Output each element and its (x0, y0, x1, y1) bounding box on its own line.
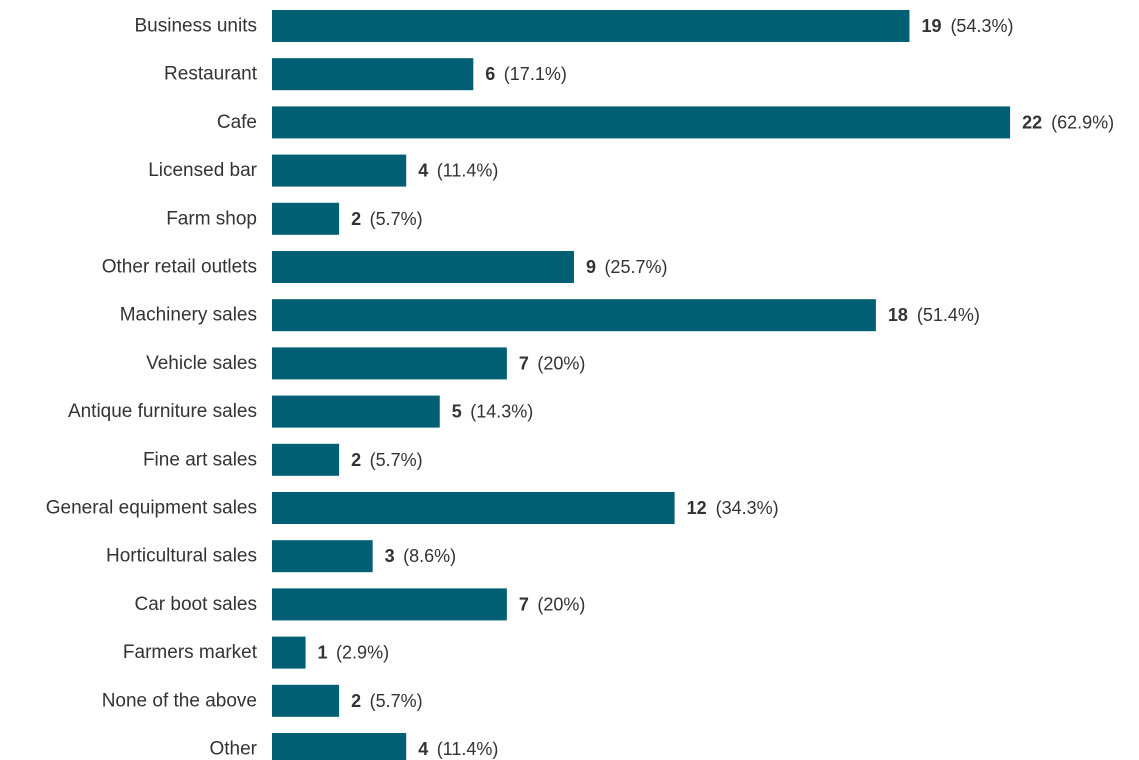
category-label: Licensed bar (148, 160, 257, 181)
bar (272, 106, 1011, 139)
value-label: 4 (418, 161, 428, 181)
percent-label: (20%) (537, 353, 585, 373)
value-label: 1 (318, 643, 328, 663)
bar (272, 588, 507, 621)
category-label: None of the above (102, 690, 257, 711)
category-label: Fine art sales (143, 449, 257, 470)
bar-row: Licensed bar 4 (11.4%) (148, 154, 499, 187)
percent-label: (11.4%) (437, 161, 499, 181)
bar-row: Other 4 (11.4%) (209, 733, 498, 760)
value-label: 9 (586, 257, 596, 277)
category-label: Horticultural sales (106, 546, 257, 567)
percent-label: (54.3%) (950, 16, 1013, 36)
value-label: 12 (687, 498, 707, 518)
value-label: 2 (351, 450, 361, 470)
value-label: 7 (519, 594, 529, 614)
bar (272, 10, 910, 42)
category-label: Vehicle sales (146, 353, 257, 374)
value-label: 2 (351, 691, 361, 711)
bar (272, 443, 340, 476)
bar (272, 636, 306, 669)
bar-row: Horticultural sales 3 (8.6%) (106, 540, 456, 573)
percent-label: (5.7%) (370, 209, 423, 229)
percent-label: (11.4%) (437, 739, 499, 759)
category-label: Cafe (217, 112, 257, 133)
percent-label: (8.6%) (403, 546, 456, 566)
bar-row: Farm shop 2 (5.7%) (166, 202, 423, 235)
value-label: 19 (921, 16, 941, 36)
percent-label: (25.7%) (604, 257, 667, 277)
percent-label: (51.4%) (917, 305, 980, 325)
bar-row: Fine art sales 2 (5.7%) (143, 443, 423, 476)
bar-row: Antique furniture sales 5 (14.3%) (68, 395, 533, 428)
category-label: General equipment sales (46, 498, 257, 519)
category-label: Antique furniture sales (68, 401, 257, 422)
value-label: 3 (385, 546, 395, 566)
percent-label: (14.3%) (470, 402, 533, 422)
percent-label: (34.3%) (716, 498, 779, 518)
value-label: 4 (418, 739, 428, 759)
value-label: 2 (351, 209, 361, 229)
percent-label: (5.7%) (370, 691, 423, 711)
category-label: Other retail outlets (102, 257, 257, 278)
bar (272, 251, 574, 283)
category-label: Farmers market (123, 642, 258, 663)
percent-label: (17.1%) (504, 64, 567, 84)
category-label: Farm shop (166, 208, 257, 229)
value-label: 18 (888, 305, 908, 325)
bar (272, 347, 507, 380)
value-label: 5 (452, 402, 462, 422)
bar (272, 154, 407, 187)
bars-layer: Business units 19 (54.3%)Restaurant 6 (17.1%… (46, 10, 1114, 760)
percent-label: (5.7%) (370, 450, 423, 470)
percent-label: (62.9%) (1051, 112, 1114, 132)
percent-label: (2.9%) (336, 643, 389, 663)
bar (272, 733, 407, 760)
category-label: Car boot sales (134, 594, 257, 615)
bar-row: Business units 19 (54.3%) (134, 10, 1013, 42)
value-label: 6 (485, 64, 495, 84)
category-label: Other (209, 739, 257, 760)
bar (272, 684, 340, 717)
category-label: Business units (134, 16, 257, 37)
bar (272, 202, 340, 235)
bar-row: Farmers market 1 (2.9%) (123, 636, 389, 669)
bar-row: Car boot sales 7 (20%) (134, 588, 585, 621)
bar-row: General equipment sales 12 (34.3%) (46, 492, 779, 524)
percent-label: (20%) (537, 594, 585, 614)
bar (272, 540, 373, 573)
value-label: 22 (1022, 112, 1042, 132)
category-label: Machinery sales (120, 305, 257, 326)
bar-row: Other retail outlets 9 (25.7%) (102, 251, 667, 283)
bar-row: None of the above 2 (5.7%) (102, 684, 423, 717)
value-label: 7 (519, 353, 529, 373)
bar (272, 299, 876, 332)
bar (272, 395, 440, 428)
bar (272, 492, 675, 524)
bar-row: Machinery sales 18 (51.4%) (120, 299, 980, 332)
bar-row: Restaurant 6 (17.1%) (164, 58, 567, 91)
category-label: Restaurant (164, 64, 258, 85)
bar-row: Cafe 22 (62.9%) (217, 106, 1114, 139)
bar-row: Vehicle sales 7 (20%) (146, 347, 585, 380)
bar (272, 58, 474, 91)
